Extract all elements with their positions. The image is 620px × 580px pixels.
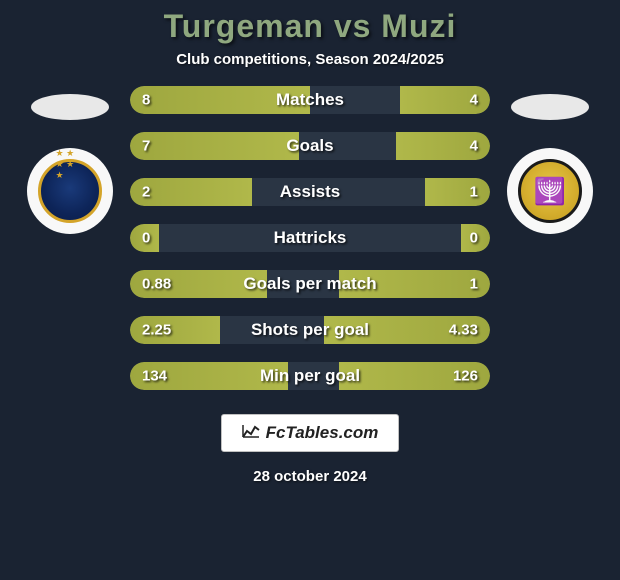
left-player-photo-placeholder: [31, 94, 109, 120]
footer-brand-text: FcTables.com: [266, 423, 379, 443]
stat-row: Shots per goal 2.25 4.33: [130, 316, 490, 344]
stat-label: Min per goal: [260, 366, 360, 386]
stat-value-left: 134: [142, 368, 167, 385]
stat-row: Goals 7 4: [130, 132, 490, 160]
chart-icon: [242, 424, 260, 443]
stat-value-left: 2.25: [142, 322, 171, 339]
comparison-card: Turgeman vs Muzi Club competitions, Seas…: [0, 0, 620, 580]
stat-row: Assists 2 1: [130, 178, 490, 206]
right-club-crest: 🕎: [518, 159, 582, 223]
right-player-photo-placeholder: [511, 94, 589, 120]
stat-value-right: 4: [470, 92, 478, 109]
stat-value-right: 1: [470, 276, 478, 293]
stat-value-left: 8: [142, 92, 150, 109]
right-side: 🕎: [490, 86, 610, 234]
left-club-badge: ★ ★ ★ ★ ★: [27, 148, 113, 234]
stat-label: Goals per match: [243, 274, 376, 294]
stat-row: Hattricks 0 0: [130, 224, 490, 252]
left-club-stars: ★ ★ ★ ★ ★: [56, 148, 85, 181]
stat-label: Matches: [276, 90, 344, 110]
footer-brand-box[interactable]: FcTables.com: [221, 414, 400, 452]
left-side: ★ ★ ★ ★ ★: [10, 86, 130, 234]
stat-row: Goals per match 0.88 1: [130, 270, 490, 298]
date-text: 28 october 2024: [253, 468, 366, 485]
stat-label: Assists: [280, 182, 340, 202]
stat-value-left: 7: [142, 138, 150, 155]
right-club-badge: 🕎: [507, 148, 593, 234]
stat-value-right: 0: [470, 230, 478, 247]
stat-label: Shots per goal: [251, 320, 369, 340]
stats-column: Matches 8 4 Goals 7 4 Assists 2 1 Hattricks 0 0 Goal…: [130, 86, 490, 390]
subtitle: Club competitions, Season 2024/2025: [176, 51, 444, 68]
stat-value-left: 0.88: [142, 276, 171, 293]
stat-value-left: 2: [142, 184, 150, 201]
stat-row: Min per goal 134 126: [130, 362, 490, 390]
middle-section: ★ ★ ★ ★ ★ Matches 8 4 Goals 7 4 Assists 2 1 Hattr…: [0, 86, 620, 390]
stat-fill-left: [130, 132, 299, 160]
stat-value-right: 126: [453, 368, 478, 385]
stat-label: Hattricks: [274, 228, 347, 248]
stat-row: Matches 8 4: [130, 86, 490, 114]
stat-value-right: 4: [470, 138, 478, 155]
stat-fill-right: [425, 178, 490, 206]
left-club-crest: ★ ★ ★ ★ ★: [38, 159, 102, 223]
stat-value-left: 0: [142, 230, 150, 247]
page-title: Turgeman vs Muzi: [164, 8, 457, 45]
menorah-icon: 🕎: [534, 178, 566, 204]
stat-label: Goals: [286, 136, 333, 156]
stat-value-right: 1: [470, 184, 478, 201]
stat-value-right: 4.33: [449, 322, 478, 339]
